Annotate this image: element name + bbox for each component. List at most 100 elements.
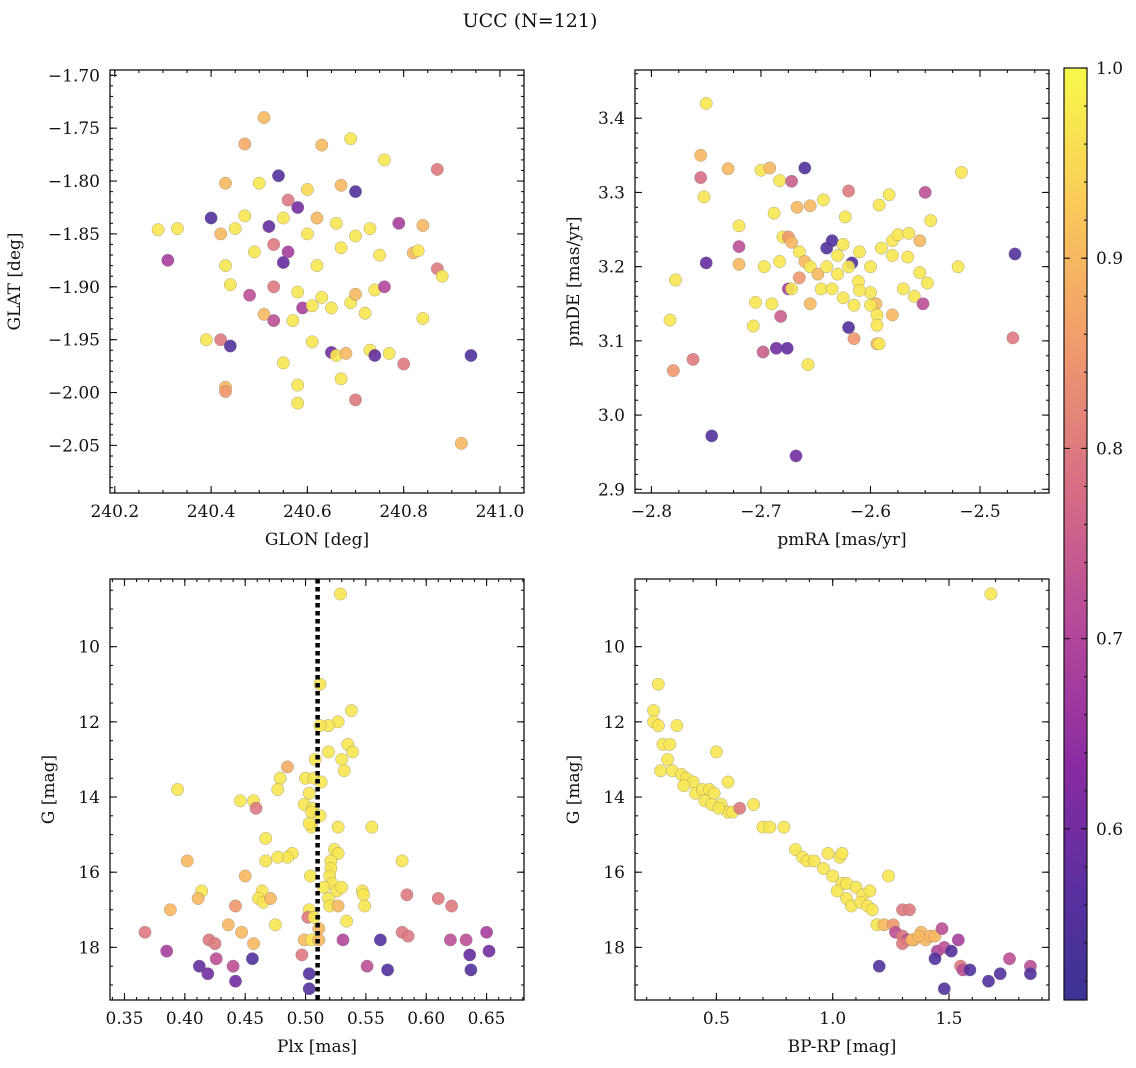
data-point: [732, 257, 746, 271]
data-point: [264, 892, 277, 905]
data-point: [247, 937, 261, 951]
data-point: [373, 933, 387, 947]
data-point: [344, 132, 358, 146]
data-point: [252, 176, 266, 190]
data-point: [864, 260, 877, 274]
data-point: [663, 313, 677, 327]
data-point: [303, 869, 317, 883]
data-point: [984, 587, 998, 601]
data-point: [219, 259, 232, 273]
data-point: [276, 356, 290, 370]
data-point: [208, 937, 222, 951]
data-point: [747, 798, 761, 811]
y-tick-label: −1.85: [48, 225, 100, 245]
y-tick-label: 18: [603, 938, 625, 958]
data-point: [291, 378, 305, 392]
data-point: [221, 918, 235, 932]
data-point: [842, 184, 856, 198]
data-point: [400, 888, 414, 902]
data-point: [223, 339, 237, 353]
data-point: [238, 209, 252, 223]
data-point: [763, 161, 777, 175]
data-point: [431, 892, 445, 905]
data-point: [314, 775, 328, 789]
data-point: [262, 220, 276, 233]
data-point: [219, 385, 232, 398]
data-point: [928, 952, 942, 966]
data-point: [313, 719, 327, 733]
x-tick-label: 1.5: [935, 1009, 962, 1029]
data-point: [344, 704, 358, 718]
data-point: [291, 201, 305, 214]
data-point: [836, 291, 850, 305]
data-point: [392, 216, 406, 230]
data-point: [847, 298, 861, 312]
colorbar-tick-label: 0.7: [1096, 630, 1123, 650]
data-point: [276, 256, 290, 269]
colorbar-tick-label: 0.8: [1096, 439, 1123, 459]
data-point: [831, 267, 845, 281]
data-point: [334, 178, 348, 192]
y-tick-label: 3.1: [598, 332, 625, 352]
data-point: [780, 341, 794, 355]
data-point: [789, 449, 803, 463]
data-point: [170, 222, 184, 236]
panel-glon-glat: 240.2 240.4 240.6 240.8 241.0 −2.05 −2.00 −1.95…: [5, 66, 525, 550]
axes-frame: [634, 69, 1050, 494]
data-point: [677, 779, 691, 793]
data-point: [864, 286, 877, 300]
data-point: [686, 352, 700, 366]
data-point: [199, 333, 213, 347]
data-point: [937, 982, 951, 996]
data-point: [694, 148, 708, 162]
y-tick-label: 3.2: [598, 258, 625, 278]
y-tick-label: 12: [603, 713, 625, 733]
axes-frame: [109, 578, 525, 1001]
data-point: [335, 752, 349, 766]
data-point: [291, 396, 305, 410]
data-point: [777, 820, 791, 834]
data-point: [831, 249, 845, 262]
x-axis-label: pmRA [mas/yr]: [777, 530, 906, 550]
data-point: [757, 260, 771, 274]
data-point: [963, 963, 977, 977]
data-point: [853, 245, 866, 259]
panel-bprp-g: 0.5 1.0 1.5 10 12 14 16 18 BP-RP [mag] G [mag]: [564, 578, 1050, 1057]
data-point: [315, 138, 329, 152]
data-point: [151, 223, 165, 237]
data-point: [329, 216, 343, 230]
data-point: [257, 307, 271, 321]
data-point: [209, 952, 223, 966]
data-point: [295, 948, 309, 962]
data-point: [853, 283, 866, 297]
data-point: [259, 831, 273, 845]
data-point: [163, 903, 177, 917]
data-point: [709, 745, 723, 759]
data-point: [901, 250, 915, 264]
data-point: [749, 295, 762, 309]
data-point: [838, 210, 852, 224]
data-point: [235, 925, 249, 939]
data-point: [214, 333, 228, 347]
data-point: [416, 219, 430, 232]
data-point: [291, 285, 305, 299]
data-point: [874, 241, 888, 255]
data-point: [830, 884, 844, 898]
y-tick-label: 2.9: [598, 480, 625, 500]
x-tick-label: 0.40: [166, 1009, 204, 1029]
data-point: [336, 933, 350, 947]
data-point: [835, 846, 849, 860]
axes-frame: [109, 69, 525, 494]
data-point: [267, 280, 281, 294]
data-point: [219, 176, 232, 190]
data-point: [324, 301, 338, 315]
data-point: [302, 982, 316, 996]
data-point: [463, 948, 477, 962]
y-tick-label: −2.05: [48, 436, 100, 456]
y-tick-label: 3.0: [598, 406, 625, 426]
data-point: [826, 869, 840, 883]
data-point: [257, 111, 271, 125]
data-point: [801, 358, 815, 372]
data-point: [699, 256, 713, 270]
